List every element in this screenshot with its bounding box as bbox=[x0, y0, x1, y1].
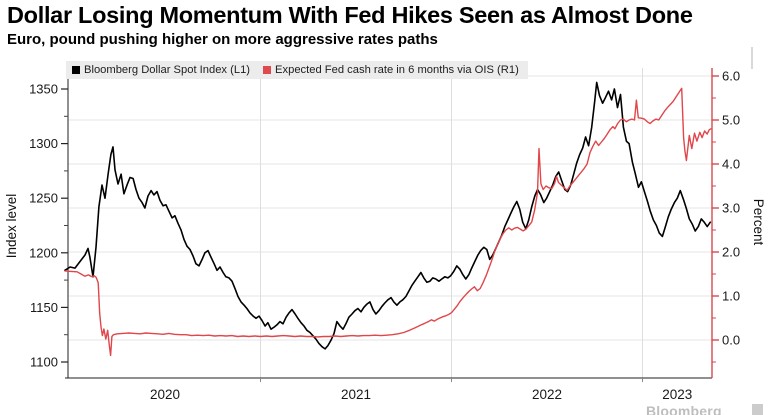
left-axis-tick-label: 1150 bbox=[30, 300, 58, 315]
legend-item-fed-rate: Expected Fed cash rate in 6 months via O… bbox=[263, 64, 519, 76]
right-axis-tick-label: 1.0 bbox=[722, 289, 740, 304]
bloomberg-watermark: Bloomberg bbox=[646, 403, 722, 415]
dollar-index-line bbox=[64, 81, 712, 350]
right-axis-tick-label: 6.0 bbox=[722, 69, 740, 84]
right-axis-tick-label: 2.0 bbox=[722, 245, 740, 260]
fed-rate-swatch-icon bbox=[263, 66, 272, 74]
legend-label-dollar-index: Bloomberg Dollar Spot Index (L1) bbox=[84, 64, 251, 76]
cropped-edge-artifact bbox=[751, 47, 753, 69]
page-title: Dollar Losing Momentum With Fed Hikes Se… bbox=[7, 2, 693, 28]
dollar-index-swatch-icon bbox=[72, 66, 80, 74]
legend-item-dollar-index: Bloomberg Dollar Spot Index (L1) bbox=[72, 64, 250, 76]
right-axis-tick-label: 0.0 bbox=[722, 333, 740, 348]
x-axis-year-label: 2021 bbox=[341, 387, 371, 402]
chart-legend: Bloomberg Dollar Spot Index (L1) Expecte… bbox=[66, 61, 528, 79]
left-axis-tick-label: 1100 bbox=[30, 355, 58, 370]
right-axis-title: Percent bbox=[751, 199, 766, 246]
legend-label-fed-rate: Expected Fed cash rate in 6 months via O… bbox=[275, 64, 519, 76]
left-axis-title: Index level bbox=[4, 194, 19, 259]
page-subtitle: Euro, pound pushing higher on more aggre… bbox=[7, 31, 438, 48]
left-axis-tick-label: 1300 bbox=[29, 136, 58, 151]
x-axis-year-label: 2020 bbox=[150, 387, 180, 402]
watermark-square-icon bbox=[752, 404, 763, 415]
x-axis-year-label: 2022 bbox=[532, 387, 562, 402]
left-axis-tick-label: 1200 bbox=[29, 245, 58, 260]
left-axis-tick-label: 1350 bbox=[29, 82, 58, 97]
right-axis-tick-label: 3.0 bbox=[722, 201, 740, 216]
fed-rate-line bbox=[64, 87, 712, 357]
left-axis-tick-label: 1250 bbox=[29, 191, 58, 206]
x-axis-year-label: 2023 bbox=[662, 387, 692, 402]
right-axis-tick-label: 4.0 bbox=[722, 157, 740, 172]
right-axis-tick-label: 5.0 bbox=[722, 113, 740, 128]
